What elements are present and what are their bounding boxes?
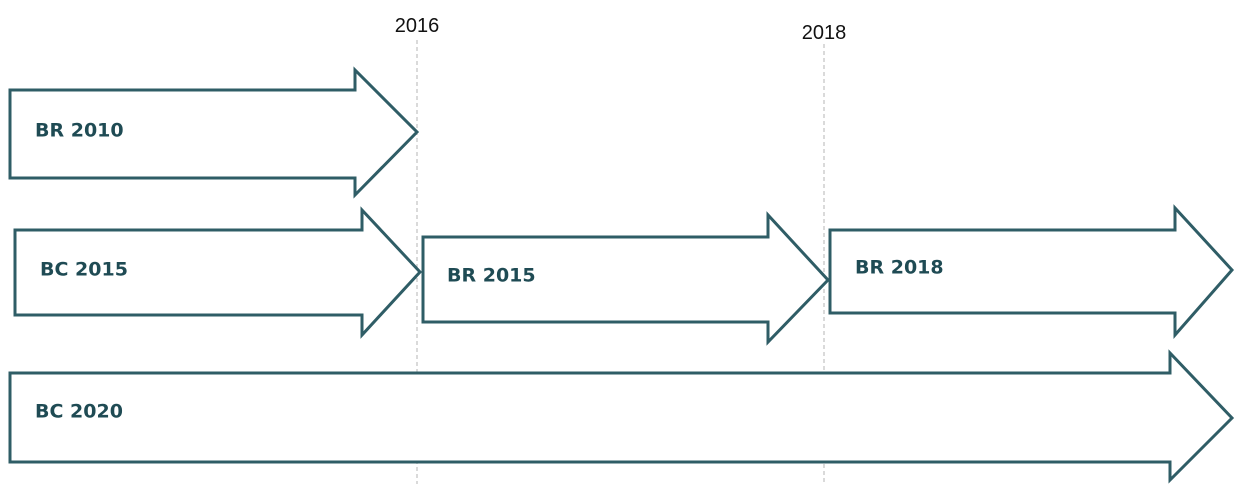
year-label: 2016 xyxy=(395,15,440,37)
arrow xyxy=(13,206,423,339)
arrow xyxy=(828,204,1235,339)
arrow-label: BR 2010 xyxy=(35,120,124,142)
arrow-label: BC 2020 xyxy=(35,401,123,423)
arrow-label: BR 2015 xyxy=(447,265,536,287)
year-label: 2018 xyxy=(802,22,847,44)
arrow xyxy=(421,211,831,346)
arrow-label: BC 2015 xyxy=(40,259,128,281)
arrow-label: BR 2018 xyxy=(855,257,944,279)
arrow xyxy=(8,66,420,199)
arrow xyxy=(8,349,1235,484)
